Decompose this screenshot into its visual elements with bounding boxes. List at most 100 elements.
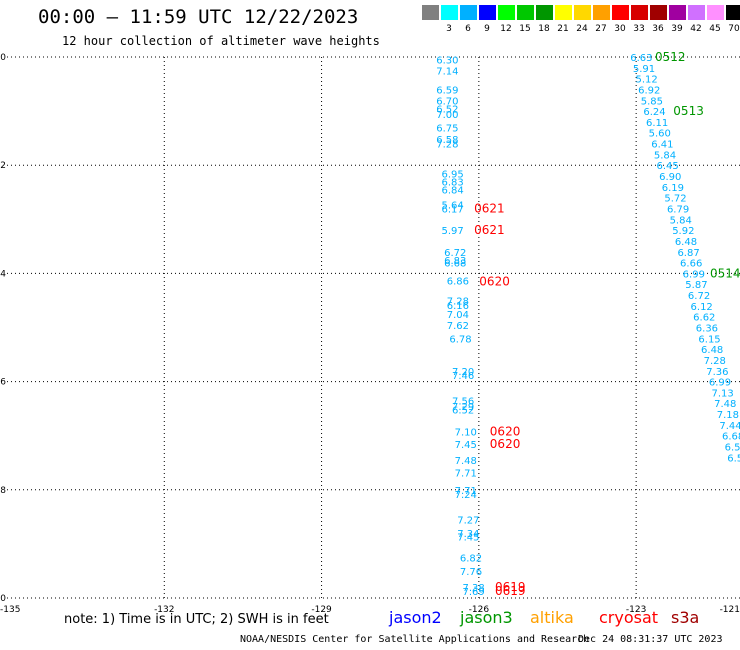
wave-height-label: 6.92 — [638, 85, 660, 96]
wave-height-label: 6.70 — [436, 96, 458, 107]
wave-height-label: 6.52 — [452, 406, 474, 417]
color-scale-swatch — [650, 5, 667, 20]
footer-timestamp: Dec 24 08:31:37 UTC 2023 — [578, 634, 723, 645]
satellite-legend-item: altika — [530, 608, 574, 627]
wave-height-label: 6.48 — [701, 345, 723, 356]
units-note: note: 1) Time is in UTC; 2) SWH is in fe… — [64, 612, 329, 627]
wave-height-label: 7.27 — [457, 516, 479, 527]
wave-height-label: 6.19 — [662, 183, 684, 194]
wave-height-label: 5.12 — [635, 75, 657, 86]
page-title: 00:00 – 11:59 UTC 12/22/2023 — [38, 6, 359, 28]
lon-tick-label: -121 — [720, 605, 740, 615]
wave-height-label: 6.84 — [442, 186, 464, 197]
wave-height-label: 7.29 — [452, 402, 474, 413]
wave-height-label: 7.45 — [457, 532, 479, 543]
color-scale-label: 36 — [652, 24, 664, 34]
wave-height-label: 5.60 — [649, 129, 671, 140]
color-scale-label: 6 — [465, 24, 471, 34]
pass-time-label: 0512 — [655, 50, 686, 64]
color-scale-label: 42 — [690, 24, 702, 34]
wave-height-label: 7.46 — [452, 371, 474, 382]
wave-height-label: 5.84 — [654, 150, 676, 161]
color-scale-label: 45 — [709, 24, 721, 34]
pass-time-label: 0513 — [673, 104, 704, 118]
lat-tick-label: -18 — [0, 486, 6, 496]
lat-tick-label: -10 — [0, 53, 6, 63]
lat-tick-label: -20 — [0, 594, 6, 604]
color-scale-label: 18 — [538, 24, 550, 34]
wave-height-label: 7.18 — [717, 410, 739, 421]
wave-height-label: 7.48 — [455, 456, 477, 467]
color-scale-label: 30 — [614, 24, 626, 34]
wave-height-label: 5.91 — [633, 64, 655, 75]
color-scale-label: 12 — [500, 24, 512, 34]
wave-height-label: 6.90 — [659, 172, 681, 183]
wave-height-label: 7.45 — [455, 440, 477, 451]
wave-height-label: 7.56 — [452, 397, 474, 408]
wave-height-label: 7.20 — [452, 367, 474, 378]
wave-height-label: 7.38 — [462, 583, 484, 594]
wave-height-label: 6.58 — [436, 135, 458, 146]
color-scale-label: 70 — [728, 24, 740, 34]
wave-height-label: 7.28 — [436, 140, 458, 151]
color-scale-swatch — [612, 5, 629, 20]
wave-height-label: 6.30 — [436, 56, 458, 67]
color-scale-swatch — [441, 5, 458, 20]
color-scale-label: 15 — [519, 24, 531, 34]
color-scale-label: 27 — [595, 24, 607, 34]
color-scale-swatch — [536, 5, 553, 20]
satellite-legend-item: s3a — [671, 608, 700, 627]
wave-height-label: 6.12 — [691, 302, 713, 313]
wave-height-label: 6.83 — [442, 177, 464, 188]
wave-height-label: 6.15 — [698, 334, 720, 345]
lat-tick-label: -12 — [0, 161, 6, 171]
wave-height-label: 6.24 — [643, 107, 665, 118]
wave-height-label: 6.72 — [688, 291, 710, 302]
map-grid — [7, 56, 740, 599]
wave-height-label: 7.34 — [457, 529, 479, 540]
color-scale-swatch — [479, 5, 496, 20]
lat-tick-label: -16 — [0, 378, 6, 388]
color-scale-label: 9 — [484, 24, 490, 34]
color-scale-swatch — [574, 5, 591, 20]
wave-height-label: 6.63 — [630, 53, 652, 64]
wave-height-label: 7.14 — [436, 67, 458, 78]
color-scale-swatch — [555, 5, 572, 20]
footer-credit: NOAA/NESDIS Center for Satellite Applica… — [240, 634, 590, 645]
wave-height-label: 6.48 — [675, 237, 697, 248]
lon-tick-label: -135 — [0, 605, 20, 615]
color-scale-swatch — [726, 5, 740, 20]
pass-time-label: 0620 — [490, 437, 521, 451]
wave-height-label: 6.95 — [442, 169, 464, 180]
wave-height-label: 7.69 — [462, 587, 484, 598]
wave-height-label: 6.55 — [725, 443, 740, 454]
wave-height-label: 7.04 — [447, 310, 469, 321]
wave-height-label: 6.11 — [646, 118, 668, 129]
color-scale-label: 3 — [446, 24, 452, 34]
wave-height-label: 6.68 — [722, 432, 740, 443]
wave-height-label: 6.16 — [447, 301, 469, 312]
color-scale-swatch — [669, 5, 686, 20]
color-scale-swatch — [593, 5, 610, 20]
wave-height-label: 6.59 — [436, 85, 458, 96]
color-scale-label: 24 — [576, 24, 588, 34]
satellite-legend-item: cryosat — [599, 608, 659, 627]
wave-height-label: 5.84 — [670, 215, 692, 226]
satellite-legend-item: jason2 — [389, 608, 442, 627]
pass-time-label: 0620 — [479, 275, 510, 289]
pass-time-label: 0621 — [474, 223, 505, 237]
color-scale-swatch — [460, 5, 477, 20]
color-scale-swatch — [688, 5, 705, 20]
wave-height-label: 7.71 — [455, 468, 477, 479]
wave-height-label: 5.64 — [442, 201, 464, 212]
color-scale-label: 21 — [557, 24, 569, 34]
wave-height-label: 6.87 — [677, 248, 699, 259]
lon-tick-label: -132 — [154, 605, 174, 615]
pass-time-label: 0514 — [710, 266, 740, 280]
wave-height-label: 7.13 — [712, 388, 734, 399]
wave-height-label: 6.75 — [436, 123, 458, 134]
wave-height-label: 6.72 — [444, 248, 466, 259]
wave-height-label: 6.99 — [683, 269, 705, 280]
wave-height-label: 6.52 — [436, 104, 458, 115]
